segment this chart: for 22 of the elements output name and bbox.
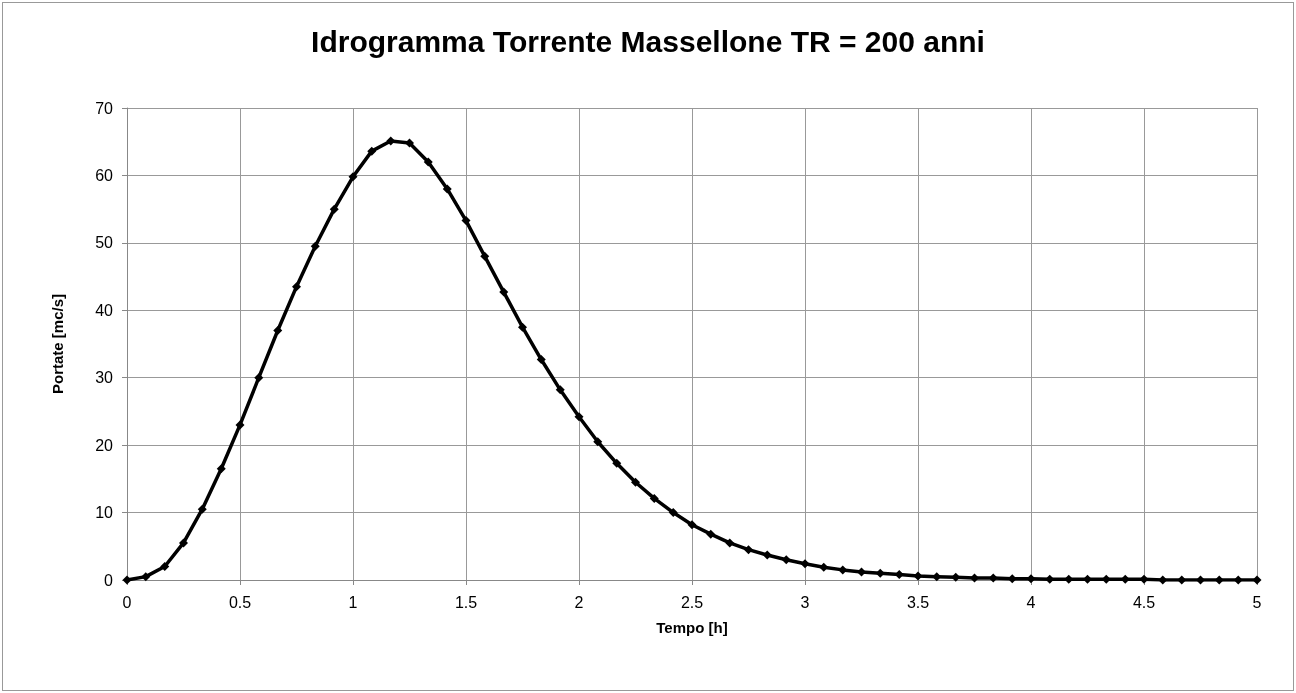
x-tick-label: 2.5 xyxy=(680,593,704,611)
x-tick-label: 0 xyxy=(122,593,132,611)
x-tick-label: 0.5 xyxy=(228,593,252,611)
y-tick-label: 40 xyxy=(95,301,114,319)
x-tick-label: 3.5 xyxy=(906,593,930,611)
x-tick-label: 4.5 xyxy=(1132,593,1156,611)
y-tick-label: 30 xyxy=(95,369,114,387)
y-tick-label: 50 xyxy=(95,234,114,252)
y-axis-title: Portate [mc/s] xyxy=(49,293,66,395)
x-tick-label: 1 xyxy=(348,593,358,611)
x-tick-label: 3 xyxy=(800,593,810,611)
y-tick-label: 10 xyxy=(95,504,114,522)
y-tick-label: 60 xyxy=(95,166,114,184)
x-tick-label: 2 xyxy=(574,593,584,611)
y-tick-label: 20 xyxy=(95,436,114,454)
x-axis-title: Tempo [h] xyxy=(656,619,728,636)
x-tick-label: 5 xyxy=(1252,593,1262,611)
y-tick-label: 0 xyxy=(104,571,114,589)
chart-title: Idrogramma Torrente Massellone TR = 200 anni xyxy=(311,24,985,58)
x-tick-label: 1.5 xyxy=(454,593,478,611)
y-tick-label: 70 xyxy=(95,99,114,117)
x-tick-label: 4 xyxy=(1026,593,1036,611)
